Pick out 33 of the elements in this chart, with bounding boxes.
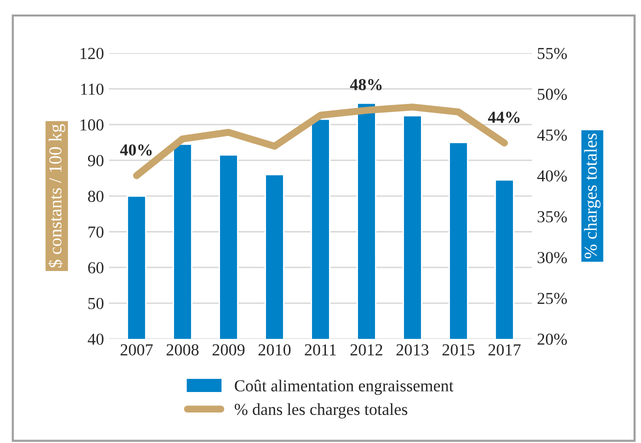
y2-tick-label: 30% [538, 252, 567, 264]
y2-tick-label: 50% [538, 88, 567, 100]
y2-tick-label: 40% [537, 170, 567, 182]
y2-tick-label: 35% [538, 211, 567, 222]
y-tick-label: 100 [80, 119, 104, 131]
x-tick-label: 2007 [120, 344, 153, 356]
x-tick-label: 2012 [350, 344, 382, 356]
y-axis-title: $ constants / 100 kg [48, 124, 66, 268]
x-tick-label: 2017 [488, 344, 521, 356]
legend-label: Coût alimentation engraissement [234, 380, 454, 395]
x-tick-label: 2011 [304, 344, 336, 356]
y-tick-label: 40 [88, 334, 104, 345]
y2-tick-label: 55% [538, 48, 567, 60]
y-tick-label: 90 [88, 155, 104, 166]
y-tick-label: 60 [88, 262, 104, 274]
y-tick-label: 80 [88, 190, 104, 202]
x-tick-label: 2009 [212, 344, 245, 356]
x-tick-label: 2008 [166, 344, 199, 356]
x-tick-label: 2015 [442, 344, 474, 356]
y-tick-label: 50 [88, 298, 104, 310]
x-tick-label: 2010 [258, 344, 291, 356]
legend-label: % dans les charges totales [234, 403, 408, 418]
data-label: 48% [350, 79, 382, 90]
x-tick-label: 2013 [396, 344, 428, 356]
y2-tick-label: 45% [537, 130, 567, 141]
y-tick-label: 110 [81, 84, 104, 95]
y-tick-label: 120 [80, 48, 104, 60]
data-label: 44% [488, 112, 520, 123]
y2-tick-label: 20% [538, 334, 567, 345]
y2-axis-title: % charges totales [584, 134, 601, 258]
data-label: 40% [120, 144, 152, 156]
y2-tick-label: 25% [538, 292, 567, 304]
y-tick-label: 70 [88, 226, 104, 238]
